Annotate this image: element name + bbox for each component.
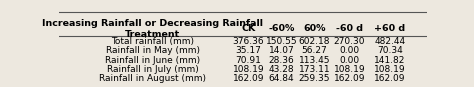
Text: Rainfall in July (mm): Rainfall in July (mm) [107, 65, 199, 74]
Text: +60 d: +60 d [374, 24, 405, 33]
Text: CK: CK [241, 24, 255, 33]
Text: 108.19: 108.19 [334, 65, 365, 74]
Text: 376.36: 376.36 [233, 37, 264, 46]
Text: 162.09: 162.09 [233, 74, 264, 83]
Text: 162.09: 162.09 [334, 74, 365, 83]
Text: 60%: 60% [303, 24, 326, 33]
Text: -60%: -60% [268, 24, 295, 33]
Text: Increasing Rainfall or Decreasing Rainfall
Treatment: Increasing Rainfall or Decreasing Rainfa… [43, 19, 264, 39]
Text: 150.55: 150.55 [266, 37, 297, 46]
Text: 0.00: 0.00 [339, 56, 359, 65]
Text: 0.00: 0.00 [339, 46, 359, 56]
Text: 173.11: 173.11 [299, 65, 330, 74]
Text: 56.27: 56.27 [301, 46, 328, 56]
Text: 108.19: 108.19 [233, 65, 264, 74]
Text: Total rainfall (mm): Total rainfall (mm) [111, 37, 194, 46]
Text: 43.28: 43.28 [269, 65, 294, 74]
Text: Rainfall in May (mm): Rainfall in May (mm) [106, 46, 200, 56]
Text: Rainfall in August (mm): Rainfall in August (mm) [100, 74, 206, 83]
Text: 113.45: 113.45 [299, 56, 330, 65]
Text: 108.19: 108.19 [374, 65, 406, 74]
Text: 14.07: 14.07 [269, 46, 294, 56]
Text: 70.91: 70.91 [236, 56, 261, 65]
Text: 270.30: 270.30 [334, 37, 365, 46]
Text: 70.34: 70.34 [377, 46, 403, 56]
Text: Rainfall in June (mm): Rainfall in June (mm) [105, 56, 201, 65]
Text: 482.44: 482.44 [374, 37, 405, 46]
Text: -60 d: -60 d [336, 24, 363, 33]
Text: 141.82: 141.82 [374, 56, 406, 65]
Text: 64.84: 64.84 [269, 74, 294, 83]
Text: 162.09: 162.09 [374, 74, 406, 83]
Text: 602.18: 602.18 [299, 37, 330, 46]
Text: 28.36: 28.36 [269, 56, 294, 65]
Text: 35.17: 35.17 [236, 46, 261, 56]
Text: 259.35: 259.35 [299, 74, 330, 83]
